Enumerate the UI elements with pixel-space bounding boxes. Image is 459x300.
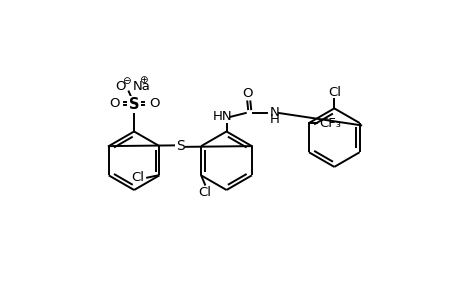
Text: O: O bbox=[149, 97, 159, 110]
Text: Cl: Cl bbox=[197, 186, 210, 199]
Text: HN: HN bbox=[213, 110, 232, 123]
Text: H: H bbox=[269, 113, 280, 126]
Text: Cl: Cl bbox=[327, 86, 340, 100]
Text: O: O bbox=[115, 80, 125, 93]
Text: S: S bbox=[175, 139, 184, 153]
Text: S: S bbox=[129, 97, 139, 112]
Text: O: O bbox=[109, 97, 119, 110]
Text: N: N bbox=[269, 106, 279, 119]
Text: Na: Na bbox=[132, 80, 150, 92]
Text: O: O bbox=[241, 87, 252, 100]
Text: Cl: Cl bbox=[131, 171, 144, 184]
Text: CF₃: CF₃ bbox=[319, 116, 341, 130]
Text: ⊖: ⊖ bbox=[122, 76, 130, 86]
Text: ⊕: ⊕ bbox=[139, 75, 147, 85]
